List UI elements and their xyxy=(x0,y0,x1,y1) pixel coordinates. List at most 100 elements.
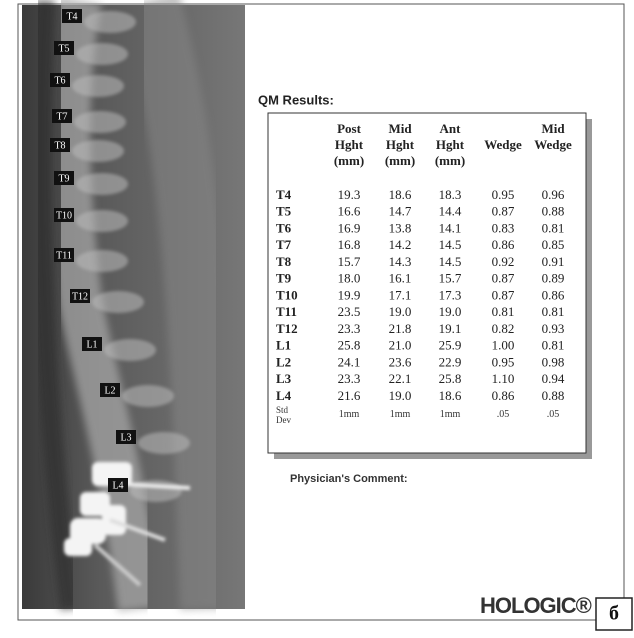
cell: 0.86 xyxy=(542,287,565,302)
column-header: (mm) xyxy=(334,153,364,168)
cell: 16.8 xyxy=(338,237,361,252)
cell: 21.0 xyxy=(389,338,412,353)
label-box xyxy=(54,171,74,185)
label-box xyxy=(82,337,102,351)
results-title: QM Results: xyxy=(258,92,334,107)
cell: 0.88 xyxy=(542,204,565,219)
cell: 1.10 xyxy=(492,371,515,386)
cell: 25.9 xyxy=(439,338,462,353)
cell: 19.0 xyxy=(389,388,412,403)
vertebra-label: T6 xyxy=(54,75,65,86)
cell: 19.0 xyxy=(439,304,462,319)
cell: .05 xyxy=(547,409,560,420)
cell: 0.92 xyxy=(492,254,515,269)
row-label: T5 xyxy=(276,204,292,219)
panel-letter-box xyxy=(595,597,633,631)
label-box xyxy=(50,73,70,87)
cell: 16.6 xyxy=(338,204,361,219)
label-box xyxy=(108,478,128,492)
cell: 24.1 xyxy=(338,354,361,369)
cell: 14.1 xyxy=(439,220,462,235)
cell: 22.1 xyxy=(389,371,412,386)
cell: 0.86 xyxy=(492,388,515,403)
cell: 0.94 xyxy=(542,371,565,386)
results-table xyxy=(267,112,587,454)
cell: 0.95 xyxy=(492,187,515,202)
cell: 22.9 xyxy=(439,354,462,369)
row-label: T12 xyxy=(276,321,298,336)
label-box xyxy=(54,248,74,262)
cell: 16.9 xyxy=(338,220,361,235)
row-label: T4 xyxy=(276,187,292,202)
cell: 23.6 xyxy=(389,354,412,369)
vertebra-label: L3 xyxy=(120,432,131,443)
comment-label: Physician's Comment: xyxy=(290,473,408,485)
vertebra-label: T12 xyxy=(72,291,88,302)
column-header: Mid xyxy=(388,121,412,136)
cell: 0.87 xyxy=(492,271,515,286)
row-label: L4 xyxy=(276,388,292,403)
column-header: Hght xyxy=(436,137,465,152)
cell: 19.3 xyxy=(338,187,361,202)
cell: 14.7 xyxy=(389,204,412,219)
cell: 0.87 xyxy=(492,287,515,302)
cell: 18.6 xyxy=(439,388,462,403)
column-header: (mm) xyxy=(435,153,465,168)
cell: 0.81 xyxy=(492,304,515,319)
row-label: T8 xyxy=(276,254,292,269)
cell: 19.9 xyxy=(338,287,361,302)
cell: 0.85 xyxy=(542,237,565,252)
vertebra-label: T9 xyxy=(58,173,69,184)
row-label: T6 xyxy=(276,220,292,235)
column-header: Wedge xyxy=(534,137,572,152)
label-box xyxy=(52,109,72,123)
row-label: L3 xyxy=(276,371,292,386)
panel-letter: б xyxy=(609,603,619,625)
cell: 0.87 xyxy=(492,204,515,219)
cell: 19.1 xyxy=(439,321,462,336)
cell: 21.8 xyxy=(389,321,412,336)
vertebra-label: T5 xyxy=(58,43,69,54)
vertebra-label: T4 xyxy=(66,11,77,22)
cell: 18.0 xyxy=(338,271,361,286)
cell: 18.6 xyxy=(389,187,412,202)
cell: 14.5 xyxy=(439,254,462,269)
label-box xyxy=(54,208,74,222)
cell: 0.95 xyxy=(492,354,515,369)
column-header: Hght xyxy=(386,137,415,152)
label-box xyxy=(70,289,90,303)
xray-image: T4 T5 T6 T7 T8 T9 T10 T11 T12 L1 L2 L3 L4 xyxy=(22,0,245,612)
vertebra-label: L4 xyxy=(112,480,123,491)
cell: 0.98 xyxy=(542,354,565,369)
cell: 17.1 xyxy=(389,287,412,302)
cell: 0.82 xyxy=(492,321,515,336)
cell: 14.3 xyxy=(389,254,412,269)
column-header: Post xyxy=(337,121,362,136)
cell: 0.88 xyxy=(542,388,565,403)
cell: 23.3 xyxy=(338,321,361,336)
cell: 0.86 xyxy=(492,237,515,252)
cell: 0.93 xyxy=(542,321,565,336)
row-label: T11 xyxy=(276,304,297,319)
vertebra-label: T8 xyxy=(54,140,65,151)
row-label: Dev xyxy=(276,415,291,425)
cell: 14.5 xyxy=(439,237,462,252)
cell: 0.91 xyxy=(542,254,565,269)
brand: HOLOGIC® xyxy=(480,593,592,618)
label-box xyxy=(54,41,74,55)
vertebra-label: T11 xyxy=(56,250,72,261)
row-label: T9 xyxy=(276,271,292,286)
cell: 17.3 xyxy=(439,287,462,302)
row-label: T10 xyxy=(276,287,298,302)
vertebra-label: T7 xyxy=(56,111,67,122)
cell: 0.81 xyxy=(542,338,565,353)
row-label: Std xyxy=(276,405,289,415)
cell: 1mm xyxy=(339,409,360,420)
cell: 21.6 xyxy=(338,388,361,403)
cell: 1mm xyxy=(390,409,411,420)
column-header: Mid xyxy=(541,121,565,136)
cell: 0.83 xyxy=(492,220,515,235)
label-box xyxy=(62,9,82,23)
cell: 25.8 xyxy=(439,371,462,386)
